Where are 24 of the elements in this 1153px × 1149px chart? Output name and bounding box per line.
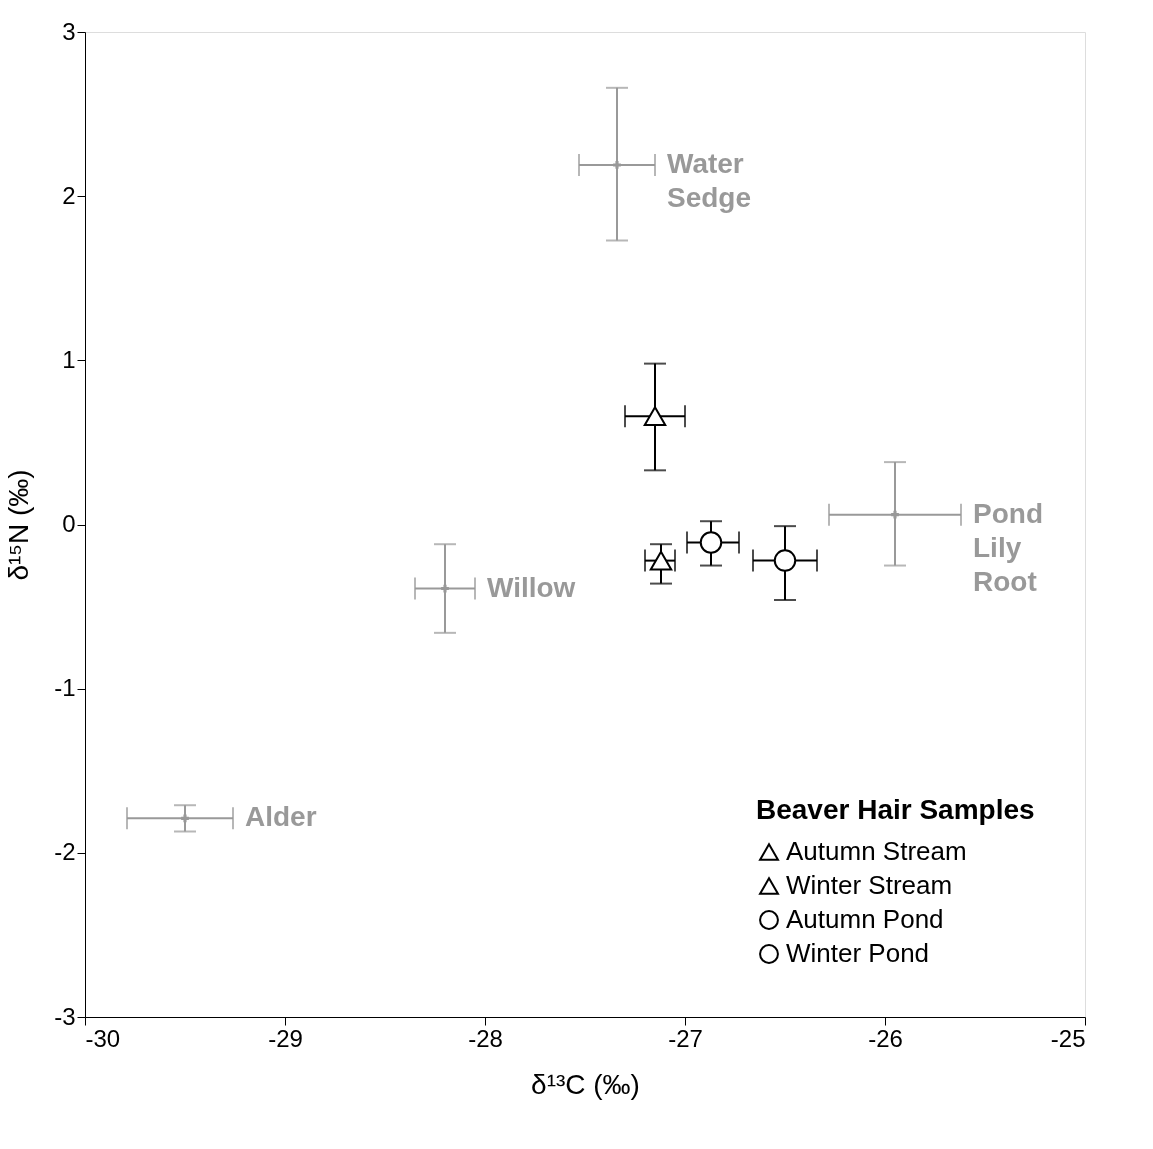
- y-axis-title: δ¹⁵N (‰): [3, 469, 35, 581]
- y-tick-label: -3: [54, 1002, 76, 1030]
- x-tick-label: -30: [85, 1024, 121, 1052]
- text: Pond Lily Root: [973, 497, 1043, 597]
- y-tick-label: -2: [54, 838, 76, 866]
- text: Alder: [245, 801, 317, 833]
- y-tick-label: -1: [54, 674, 76, 702]
- legend-label: Winter Pond: [786, 938, 930, 968]
- y-tick-label: 2: [62, 181, 76, 209]
- series-label: Water Sedge: [667, 147, 752, 213]
- legend-title: Beaver Hair Samples: [756, 794, 1035, 825]
- series-label: Willow: [487, 571, 576, 603]
- x-tick-label: -25: [1050, 1024, 1086, 1052]
- x-tick-label: -29: [268, 1024, 303, 1052]
- x-axis-title: δ¹³C (‰): [531, 1068, 640, 1100]
- x-tick-label: -26: [868, 1024, 903, 1052]
- legend-label: Autumn Stream: [786, 836, 967, 866]
- legend-label: Autumn Pond: [786, 904, 944, 934]
- y-tick-label: 0: [62, 510, 76, 537]
- y-tick-label: 1: [62, 345, 76, 373]
- x-tick-label: -28: [468, 1024, 503, 1052]
- legend-label: Winter Stream: [786, 870, 953, 900]
- y-tick-label: 3: [62, 17, 76, 45]
- x-tick-label: -27: [668, 1024, 703, 1052]
